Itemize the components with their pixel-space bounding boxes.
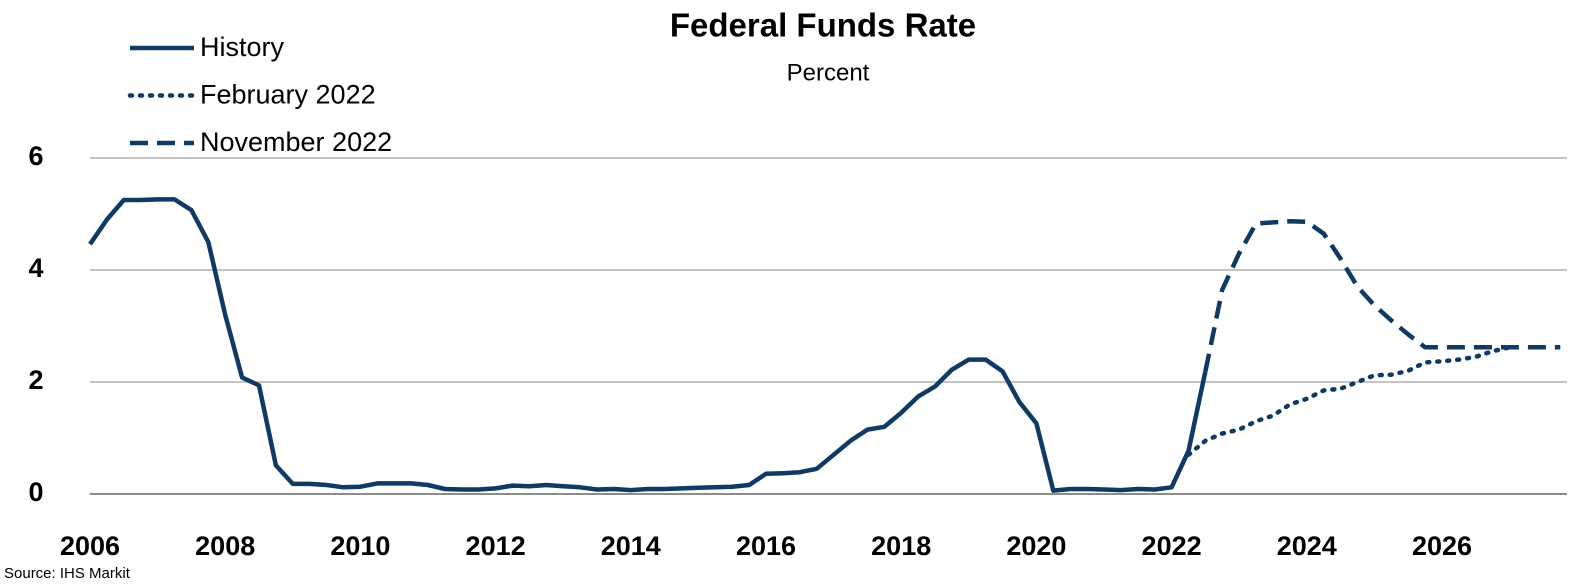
- x-tick-label: 2022: [1142, 531, 1202, 561]
- x-tick-label: 2018: [871, 531, 931, 561]
- x-tick-label: 2014: [601, 531, 661, 561]
- series-line: [1203, 219, 1561, 372]
- series-line: [1186, 345, 1512, 458]
- legend-label: February 2022: [200, 80, 376, 110]
- x-tick-label: 2012: [466, 531, 526, 561]
- x-tick-label: 2006: [60, 531, 120, 561]
- y-tick-label: 2: [28, 365, 43, 395]
- y-tick-label: 0: [28, 477, 43, 507]
- x-tick-label: 2010: [330, 531, 390, 561]
- x-tick-label: 2016: [736, 531, 796, 561]
- x-tick-label: 2008: [195, 531, 255, 561]
- y-tick-label: 6: [28, 141, 43, 171]
- x-tick-label: 2024: [1277, 531, 1337, 561]
- x-tick-label: 2020: [1006, 531, 1066, 561]
- series-line: [88, 197, 1208, 493]
- chart-title: Federal Funds Rate: [670, 7, 976, 44]
- source-note: Source: IHS Markit: [4, 565, 131, 582]
- legend-label: November 2022: [200, 127, 392, 157]
- chart-subtitle: Percent: [787, 59, 870, 86]
- y-tick-label: 4: [28, 253, 43, 283]
- x-tick-label: 2026: [1412, 531, 1472, 561]
- legend-label: History: [200, 32, 285, 62]
